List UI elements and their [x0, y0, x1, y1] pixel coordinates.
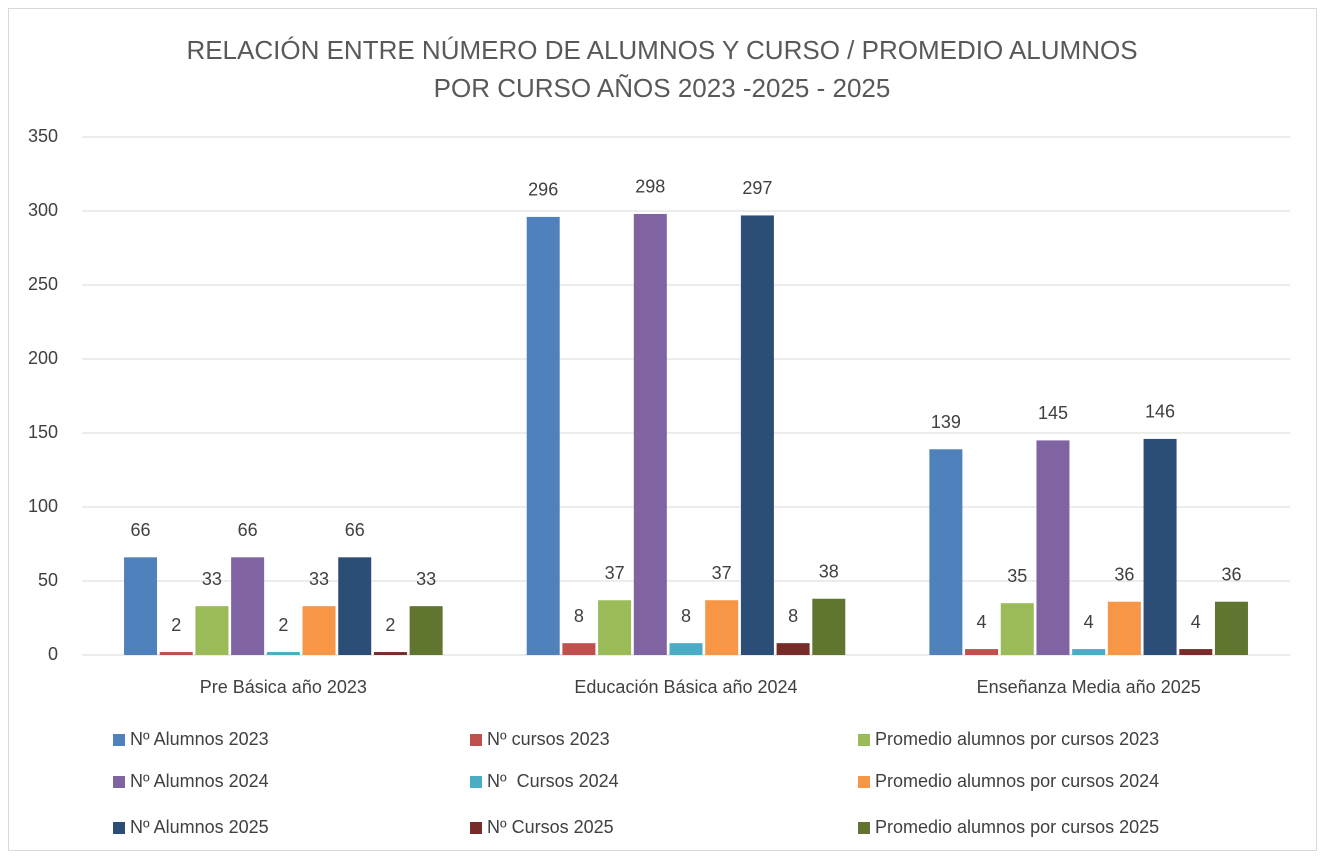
bar	[266, 652, 300, 655]
value-label: 66	[345, 520, 365, 540]
bar	[562, 643, 596, 655]
legend-label: Nº Alumnos 2023	[130, 729, 269, 749]
value-label: 2	[171, 615, 181, 635]
chart-title: RELACIÓN ENTRE NÚMERO DE ALUMNOS Y CURSO…	[186, 35, 1137, 65]
value-label: 4	[977, 612, 987, 632]
value-label: 2	[385, 615, 395, 635]
bar	[409, 606, 443, 655]
y-tick-label: 200	[28, 348, 58, 368]
legend-swatch	[113, 776, 125, 788]
legend-label: Promedio alumnos por cursos 2023	[875, 729, 1159, 749]
value-label: 36	[1221, 564, 1241, 584]
value-label: 38	[819, 562, 839, 582]
bar	[740, 215, 774, 655]
value-label: 8	[574, 606, 584, 626]
legend-label: Nº Alumnos 2024	[130, 771, 269, 791]
value-label: 37	[712, 563, 732, 583]
value-label: 66	[131, 520, 151, 540]
bar	[669, 643, 703, 655]
value-label: 145	[1038, 403, 1068, 423]
bar	[195, 606, 229, 655]
y-tick-label: 350	[28, 126, 58, 146]
value-label: 35	[1007, 566, 1027, 586]
bar	[1036, 440, 1070, 655]
y-tick-label: 100	[28, 496, 58, 516]
bar	[965, 649, 999, 655]
bar	[526, 216, 560, 656]
y-tick-label: 150	[28, 422, 58, 442]
value-label: 8	[681, 606, 691, 626]
bar	[1000, 603, 1034, 655]
y-tick-label: 50	[38, 570, 58, 590]
legend-label: Nº Alumnos 2025	[130, 817, 269, 837]
y-tick-label: 250	[28, 274, 58, 294]
value-label: 33	[416, 569, 436, 589]
x-tick-label: Pre Básica año 2023	[200, 677, 367, 697]
y-tick-label: 300	[28, 200, 58, 220]
value-label: 4	[1084, 612, 1094, 632]
legend-swatch	[858, 822, 870, 834]
legend-label: Promedio alumnos por cursos 2025	[875, 817, 1159, 837]
bar	[705, 600, 739, 655]
legend-swatch	[113, 734, 125, 746]
bar	[1214, 601, 1248, 655]
value-label: 33	[309, 569, 329, 589]
legend-label: Promedio alumnos por cursos 2024	[875, 771, 1159, 791]
legend-label: Nº cursos 2023	[487, 729, 610, 749]
y-tick-label: 0	[48, 644, 58, 664]
bar	[302, 606, 336, 655]
value-label: 146	[1145, 402, 1175, 422]
legend-swatch	[858, 776, 870, 788]
value-label: 4	[1191, 612, 1201, 632]
value-label: 298	[635, 177, 665, 197]
bar	[338, 557, 372, 655]
bar	[124, 557, 158, 655]
bar	[812, 598, 846, 655]
legend-swatch	[470, 776, 482, 788]
bar	[1107, 601, 1141, 655]
value-label: 2	[278, 615, 288, 635]
bar	[1179, 649, 1213, 655]
value-label: 33	[202, 569, 222, 589]
legend-label: Nº Cursos 2025	[487, 817, 614, 837]
legend-label: Nº Cursos 2024	[487, 771, 619, 791]
value-label: 36	[1114, 564, 1134, 584]
value-label: 8	[788, 606, 798, 626]
bar	[231, 557, 265, 655]
value-label: 296	[528, 180, 558, 200]
value-label: 37	[605, 563, 625, 583]
bar	[373, 652, 407, 655]
bar	[1072, 649, 1106, 655]
bar	[776, 643, 810, 655]
x-tick-label: Enseñanza Media año 2025	[977, 677, 1201, 697]
bar	[633, 213, 667, 655]
bar	[159, 652, 193, 655]
legend-swatch	[858, 734, 870, 746]
bar	[598, 600, 632, 655]
value-label: 66	[238, 520, 258, 540]
bar	[1143, 438, 1177, 655]
legend-swatch	[113, 822, 125, 834]
legend-swatch	[470, 822, 482, 834]
value-label: 139	[931, 412, 961, 432]
x-tick-label: Educación Básica año 2024	[574, 677, 797, 697]
legend-swatch	[470, 734, 482, 746]
value-label: 297	[742, 178, 772, 198]
chart-title: POR CURSO AÑOS 2023 -2025 - 2025	[434, 73, 891, 103]
bar	[929, 449, 963, 655]
